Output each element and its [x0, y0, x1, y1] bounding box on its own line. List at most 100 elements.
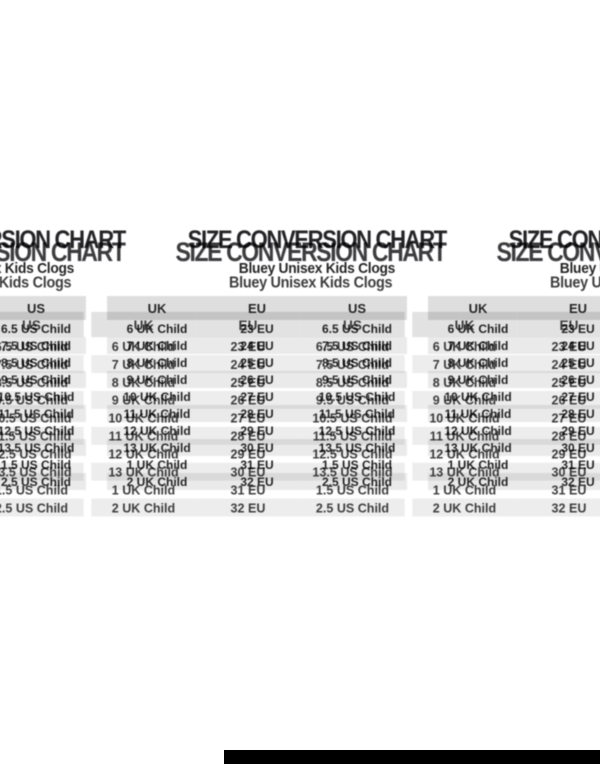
size-cell: 11 UK Child	[91, 426, 196, 445]
size-cell: 9.5 US Child	[0, 371, 86, 388]
size-cell: 28 EU	[528, 405, 600, 422]
size-cell: 7 UK Child	[91, 355, 196, 374]
size-cell: 1 UK Child	[432, 482, 497, 498]
footer-bar	[224, 750, 600, 764]
page-subtitle: Bluey Unisex Kids Clogs	[229, 273, 393, 292]
size-cell: 8.5 US Child	[315, 374, 390, 390]
size-cell: 26 EU	[195, 390, 301, 409]
size-cell: 13 UK Child	[91, 462, 196, 481]
size-cell: 11 UK Child	[107, 405, 207, 422]
header-cell-uk: UK	[91, 311, 196, 338]
page-subtitle: Bluey Unisex Kids Clogs	[559, 260, 600, 277]
table-row: 8 UK Child 25 EU 8.5 US Child	[91, 373, 405, 391]
size-cell: 7.5 US Child	[0, 355, 84, 374]
size-cell: 2 UK Child	[412, 498, 517, 517]
size-cell: 2.5 US Child	[0, 498, 84, 517]
header-cell-uk: UK	[412, 311, 517, 338]
size-cell: 13.5 US Child	[0, 462, 84, 481]
size-cell: 13.5 US Child	[300, 462, 405, 481]
size-cell: 25 EU	[230, 374, 266, 390]
size-cell: 9 UK Child	[107, 371, 207, 388]
size-table-header: UK EU US	[91, 311, 405, 338]
header-cell-us: US	[300, 311, 405, 338]
size-cell: 24 EU	[207, 337, 307, 354]
size-cell: 23 EU	[230, 338, 266, 354]
page-title: SIZE CONVERSION CHART	[496, 238, 600, 268]
size-cell: 28 EU	[516, 426, 600, 445]
size-cell: 32 EU	[516, 498, 600, 517]
header-row: UK EU US	[0, 311, 84, 338]
size-cell: 26 EU	[516, 390, 600, 409]
size-cell: 31 EU	[230, 482, 266, 498]
size-table-header: UK EU US	[0, 311, 84, 338]
size-cell: 6 UK Child	[432, 338, 497, 354]
page-title: SIZE CONVERSION CHART	[0, 238, 126, 268]
size-cell: 12 UK Child	[429, 446, 500, 462]
size-cell: 6.5 US Child	[315, 338, 390, 354]
size-cell: 30 EU	[195, 462, 301, 481]
size-chart-sheet: SIZE CONVERSION CHART Bluey Unisex Kids …	[70, 238, 447, 517]
size-chart-sheet: SIZE CONVERSION CHART Bluey Unisex Kids …	[391, 238, 600, 517]
size-cell: 30 EU	[516, 462, 600, 481]
page-subtitle: Bluey Unisex Kids Clogs	[238, 260, 396, 277]
size-cell: 10 UK Child	[429, 410, 500, 426]
page-title: SIZE CONVERSION CHART	[175, 238, 447, 268]
size-cell: 29 EU	[230, 446, 266, 462]
size-cell: 8.5 US Child	[0, 374, 69, 390]
size-cell: 9 UK Child	[412, 390, 517, 409]
size-cell: 12.5 US Child	[0, 446, 72, 462]
size-table-header: UK EU US	[412, 311, 600, 338]
title-block: SIZE CONVERSION CHART Bluey Unisex Kids …	[0, 226, 166, 278]
size-cell: 11.5 US Child	[300, 426, 405, 445]
page-title: SIZE CONVERSION CHART	[0, 226, 126, 254]
size-cell: 7 UK Child	[428, 337, 528, 354]
page-title: SIZE CONVERSION CHART	[187, 226, 448, 254]
size-cell: 9 UK Child	[91, 390, 196, 409]
size-cell: 1 UK Child	[111, 482, 176, 498]
size-cell: 24 EU	[528, 337, 600, 354]
size-cell: 7.5 US Child	[300, 355, 405, 374]
size-cell: 25 EU	[551, 374, 587, 390]
size-cell: 29 EU	[551, 446, 587, 462]
size-cell: 23 EU	[551, 338, 587, 354]
size-cell: 11.5 US Child	[0, 405, 86, 422]
table-row: 6 UK Child 23 EU 6.5 US Child	[91, 337, 405, 355]
size-cell: 32 EU	[195, 498, 301, 517]
size-cell: 7 UK Child	[412, 355, 517, 374]
page-subtitle: Bluey Unisex Kids Clogs	[0, 273, 72, 292]
size-cell: 8 UK Child	[111, 374, 176, 390]
size-cell: 6.5 US Child	[0, 338, 69, 354]
size-cell: 26 EU	[207, 371, 307, 388]
size-cell: 9.5 US Child	[0, 390, 84, 409]
title-block: SIZE CONVERSION CHART Bluey Unisex Kids …	[0, 238, 167, 293]
size-cell: 11.5 US Child	[0, 426, 84, 445]
title-block: SIZE CONVERSION CHART Bluey Unisex Kids …	[468, 226, 600, 278]
